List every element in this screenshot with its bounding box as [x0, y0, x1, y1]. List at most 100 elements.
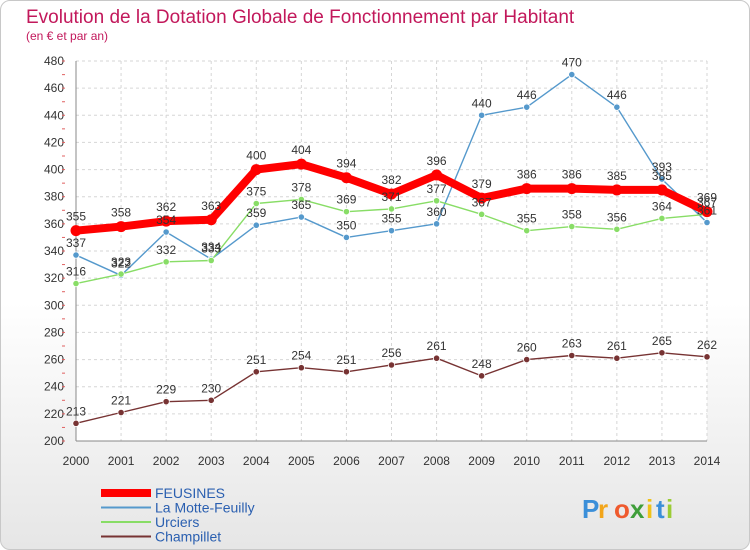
data-point — [386, 188, 397, 200]
data-label: 446 — [607, 88, 627, 102]
data-label: 262 — [697, 338, 717, 352]
legend-label: Champillet — [155, 529, 221, 545]
data-label: 261 — [607, 339, 627, 353]
data-label: 260 — [517, 341, 537, 355]
data-label: 377 — [427, 182, 447, 196]
legend-label: Urciers — [155, 514, 199, 530]
data-label: 362 — [156, 200, 176, 214]
x-tick-label: 2007 — [378, 454, 405, 468]
data-label: 265 — [652, 334, 672, 348]
data-point — [387, 205, 396, 213]
data-label: 355 — [381, 212, 401, 226]
data-point — [295, 158, 307, 170]
logo-letter: i — [646, 494, 653, 524]
data-label: 251 — [246, 353, 266, 367]
y-tick-label: 460 — [44, 81, 64, 95]
y-tick-label: 320 — [44, 271, 64, 285]
data-label: 261 — [427, 339, 447, 353]
x-tick-label: 2005 — [288, 454, 315, 468]
series-lines — [70, 70, 713, 427]
y-tick-label: 420 — [44, 135, 64, 149]
x-tick-label: 2012 — [604, 454, 631, 468]
data-point — [252, 368, 260, 376]
data-label: 385 — [652, 169, 672, 183]
data-point — [117, 270, 125, 278]
data-label: 316 — [66, 265, 86, 279]
data-label: 386 — [517, 168, 537, 182]
logo-letter: x — [630, 494, 645, 524]
data-point — [658, 349, 666, 357]
data-label: 470 — [562, 56, 582, 70]
data-label: 263 — [562, 337, 582, 351]
data-point — [252, 199, 260, 208]
data-point — [478, 372, 486, 380]
data-label: 229 — [156, 383, 176, 397]
x-tick-label: 2002 — [153, 454, 180, 468]
data-label: 365 — [291, 198, 311, 212]
data-point — [162, 228, 170, 236]
data-point — [342, 233, 351, 242]
y-tick-label: 240 — [44, 380, 64, 394]
data-point — [432, 197, 441, 205]
logo-letter: P — [582, 494, 599, 524]
data-point — [72, 419, 80, 427]
data-label: 254 — [291, 349, 311, 363]
logo-letter: i — [666, 494, 673, 524]
y-tick-label: 340 — [44, 244, 64, 258]
x-tick-label: 2014 — [694, 454, 721, 468]
data-label: 361 — [697, 204, 717, 218]
data-point — [656, 184, 668, 196]
data-label: 350 — [336, 218, 356, 232]
data-label: 356 — [607, 210, 627, 224]
data-point — [478, 210, 486, 218]
data-point — [72, 251, 80, 259]
data-label: 367 — [697, 195, 717, 209]
data-label: 393 — [652, 160, 672, 174]
data-label: 385 — [607, 169, 627, 183]
data-point — [568, 70, 576, 79]
y-tick-label: 220 — [44, 407, 64, 421]
data-point — [115, 221, 127, 233]
data-label: 375 — [246, 185, 266, 199]
data-label: 359 — [246, 206, 266, 220]
data-point — [162, 258, 170, 266]
data-label: 446 — [517, 88, 537, 102]
data-point — [297, 364, 305, 372]
data-label: 355 — [66, 210, 86, 224]
data-label: 396 — [427, 154, 447, 168]
data-point — [387, 361, 396, 369]
data-point — [476, 192, 488, 204]
y-tick-label: 480 — [44, 54, 64, 68]
legend-label: FEUSINES — [155, 485, 225, 501]
data-point — [613, 225, 621, 233]
data-point — [566, 183, 578, 195]
data-point — [611, 184, 623, 196]
data-point — [703, 353, 711, 361]
data-point — [658, 175, 666, 183]
y-tick-label: 260 — [44, 353, 64, 367]
data-label: 323 — [111, 255, 131, 269]
y-tick-label: 400 — [44, 163, 64, 177]
data-point — [72, 279, 80, 288]
data-label: 404 — [291, 143, 311, 157]
x-tick-label: 2006 — [333, 454, 360, 468]
legend-label: La Motte-Feuilly — [155, 500, 255, 516]
axes: 200 220 240 260 280 300 320 340 360 380 400 420 440 4… — [44, 54, 721, 468]
data-label: 364 — [652, 199, 672, 213]
data-point — [342, 368, 351, 376]
data-point — [387, 227, 396, 235]
data-label: 358 — [111, 206, 131, 220]
data-label: 379 — [472, 177, 492, 191]
data-label: 367 — [472, 195, 492, 209]
data-label: 386 — [562, 168, 582, 182]
data-label: 369 — [336, 193, 356, 207]
y-tick-label: 360 — [44, 217, 64, 231]
data-point — [523, 227, 531, 235]
logo-letter: o — [614, 494, 630, 524]
data-point — [340, 172, 352, 184]
data-label: 355 — [517, 212, 537, 226]
